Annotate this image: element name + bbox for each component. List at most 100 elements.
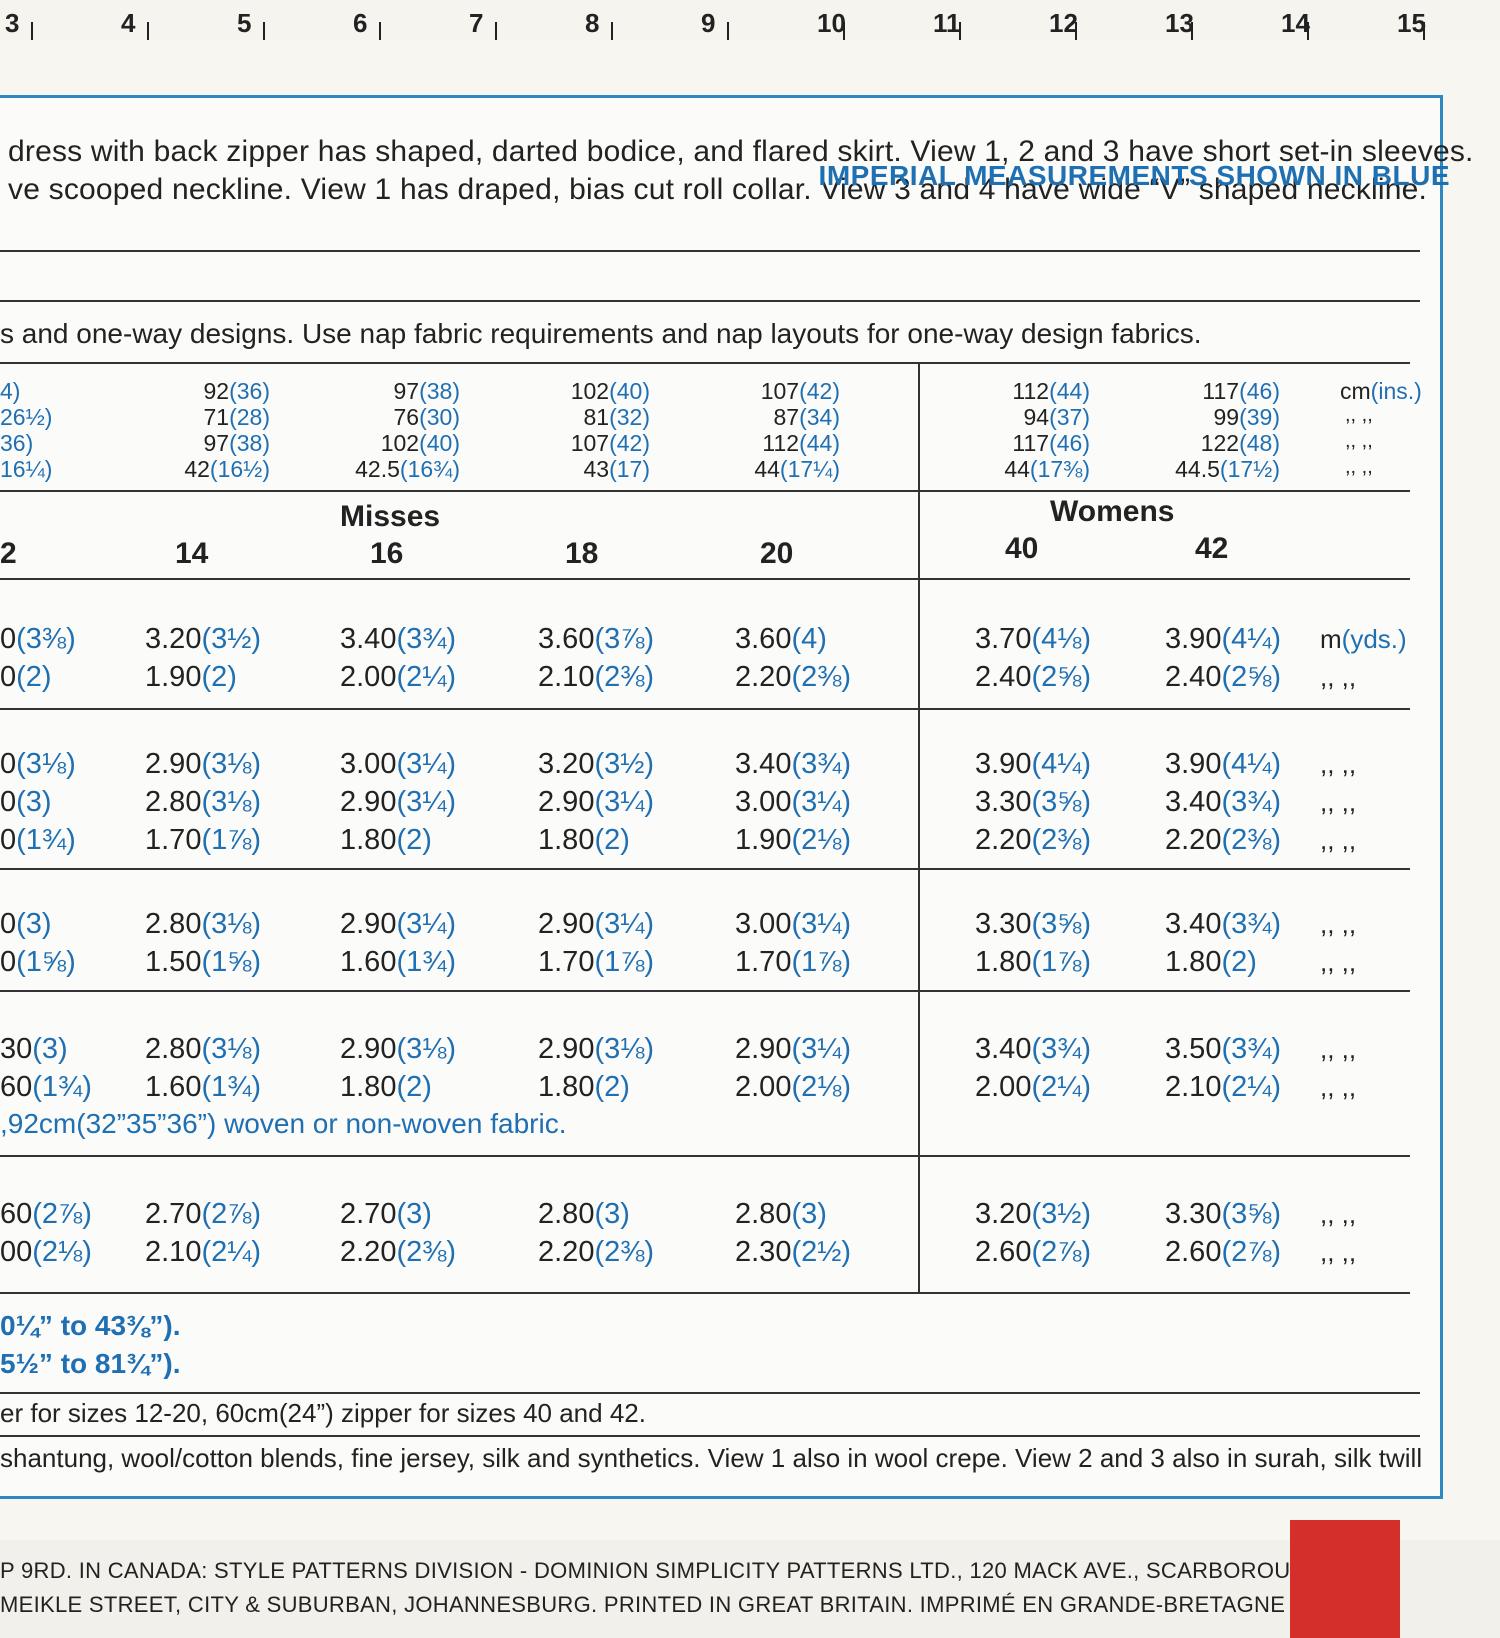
yardage-value: 60(1¾) (0, 1071, 92, 1103)
yardage-value: 2.90(3¼) (340, 908, 457, 940)
divider (0, 708, 1410, 710)
measurement-value: 117(46) (1012, 430, 1090, 456)
yardage-value: 3.30(3⅝) (1165, 1198, 1282, 1230)
measurement-value: 102(40) (570, 378, 650, 404)
divider (0, 1435, 1420, 1437)
yardage-value: 2.80(3) (538, 1198, 630, 1230)
measurement-value: 97(38) (393, 378, 461, 404)
measurement-value: 43(17) (583, 456, 651, 482)
yardage-value: 3.60(4) (735, 623, 827, 655)
yardage-value: 3.50(3¾) (1165, 1033, 1282, 1065)
ditto-mark: ,, ,, (1320, 825, 1357, 855)
yardage-value: 1.70(1⅞) (538, 946, 655, 978)
measurement-value: 44(17⅜) (1004, 456, 1090, 482)
ditto-mark: ,, ,, (1345, 430, 1373, 452)
ruler-tick (727, 22, 729, 40)
red-box (1290, 1520, 1400, 1638)
ruler-number: 13 (1165, 8, 1194, 38)
ditto-mark: ,, ,, (1320, 909, 1357, 939)
measurement-value: 112(44) (1012, 378, 1090, 404)
column-divider (918, 362, 920, 1292)
yardage-value: 3.90(4¼) (1165, 623, 1282, 655)
womens-label: Womens (1050, 495, 1175, 528)
yardage-value: 3.30(3⅝) (975, 908, 1092, 940)
yardage-value: 2.90(3¼) (340, 786, 457, 818)
yardage-value: 3.00(3¼) (735, 786, 852, 818)
measurement-value: 99(39) (1213, 404, 1281, 430)
measurement-value: 102(40) (380, 430, 460, 456)
ruler-tick (1307, 22, 1309, 40)
measurement-value: 16¼) (0, 456, 53, 482)
ditto-mark: ,, ,, (1320, 1237, 1357, 1267)
yardage-value: 2.60(2⅞) (1165, 1236, 1282, 1268)
yardage-value: 3.60(3⅞) (538, 623, 655, 655)
ruler-tick (495, 22, 497, 40)
ruler-tick (843, 22, 845, 40)
yardage-value: 3.20(3½) (975, 1198, 1092, 1230)
yardage-value: 2.90(3¼) (538, 786, 655, 818)
yardage-value: 3.40(3¾) (735, 748, 852, 780)
ruler-number: 7 (469, 8, 484, 38)
ditto-mark: ,, ,, (1320, 1072, 1357, 1102)
measurement-value: 42(16½) (184, 456, 270, 482)
ruler-tick (31, 22, 33, 40)
yardage-value: 0(2) (0, 661, 52, 693)
divider (0, 250, 1420, 252)
yardage-value: 2.10(2¼) (145, 1236, 262, 1268)
yardage-value: 2.00(2¼) (340, 661, 457, 693)
measurement-value: 117(46) (1202, 378, 1280, 404)
yardage-value: 0(3) (0, 908, 52, 940)
ruler-number: 3 (5, 8, 20, 38)
measurement-value: 44.5(17½) (1175, 456, 1280, 482)
yardage-value: 0(1⅝) (0, 946, 76, 978)
size-label: 14 (175, 537, 209, 570)
yardage-value: 1.80(2) (538, 1071, 630, 1103)
yardage-value: 3.40(3¾) (340, 623, 457, 655)
yardage-value: 3.90(4¼) (1165, 748, 1282, 780)
yardage-value: 2.20(2⅜) (538, 1236, 655, 1268)
ditto-mark: ,, ,, (1320, 749, 1357, 779)
yardage-value: 2.10(2⅜) (538, 661, 655, 693)
description-line-2: ve scooped neckline. View 1 has draped, … (8, 173, 1428, 206)
ruler-tick (611, 22, 613, 40)
info-panel (0, 95, 1443, 1499)
ruler-tick (1423, 22, 1425, 40)
size-label: 18 (565, 537, 599, 570)
measurement-value: 112(44) (762, 430, 840, 456)
measurement-value: 87(34) (773, 404, 841, 430)
yardage-value: 2.60(2⅞) (975, 1236, 1092, 1268)
ruler-number: 11 (933, 8, 961, 38)
yardage-value: 3.40(3¾) (1165, 786, 1282, 818)
yardage-value: 2.40(2⅝) (1165, 661, 1282, 693)
yardage-value: 2.80(3⅛) (145, 1033, 262, 1065)
divider (0, 1292, 1410, 1294)
divider (0, 868, 1410, 870)
measurement-value: 26½) (0, 404, 53, 430)
ruler-tick (959, 22, 961, 40)
yardage-value: 3.40(3¾) (1165, 908, 1282, 940)
misses-label: Misses (340, 500, 441, 533)
yardage-value: 60(2⅞) (0, 1198, 92, 1230)
yardage-value: 2.90(3⅛) (145, 748, 262, 780)
yardage-unit: m(yds.) (1320, 624, 1407, 654)
ruler-number: 4 (121, 8, 136, 38)
ditto-mark: ,, ,, (1320, 1034, 1357, 1064)
finished-length-1: 0¼” to 43⅜”). (0, 1310, 181, 1341)
ruler-number: 9 (701, 8, 716, 38)
yardage-value: 1.60(1¾) (145, 1071, 262, 1103)
size-label: 42 (1195, 532, 1229, 565)
yardage-value: 1.80(2) (340, 1071, 432, 1103)
measurement-value: 97(38) (203, 430, 271, 456)
size-label: 20 (760, 537, 794, 570)
pattern-envelope-back (0, 40, 1500, 1540)
measurement-value: 71(28) (203, 404, 271, 430)
yardage-value: 2.80(3⅛) (145, 908, 262, 940)
yardage-value: 2.20(2⅜) (735, 661, 852, 693)
yardage-value: 2.70(2⅞) (145, 1198, 262, 1230)
yardage-value: 3.40(3¾) (975, 1033, 1092, 1065)
nap-note: s and one-way designs. Use nap fabric re… (0, 318, 1202, 349)
yardage-value: 2.90(3¼) (538, 908, 655, 940)
yardage-value: 1.70(1⅞) (145, 824, 262, 856)
measurement-value: 107(42) (570, 430, 650, 456)
ruler-number: 12 (1049, 8, 1078, 38)
